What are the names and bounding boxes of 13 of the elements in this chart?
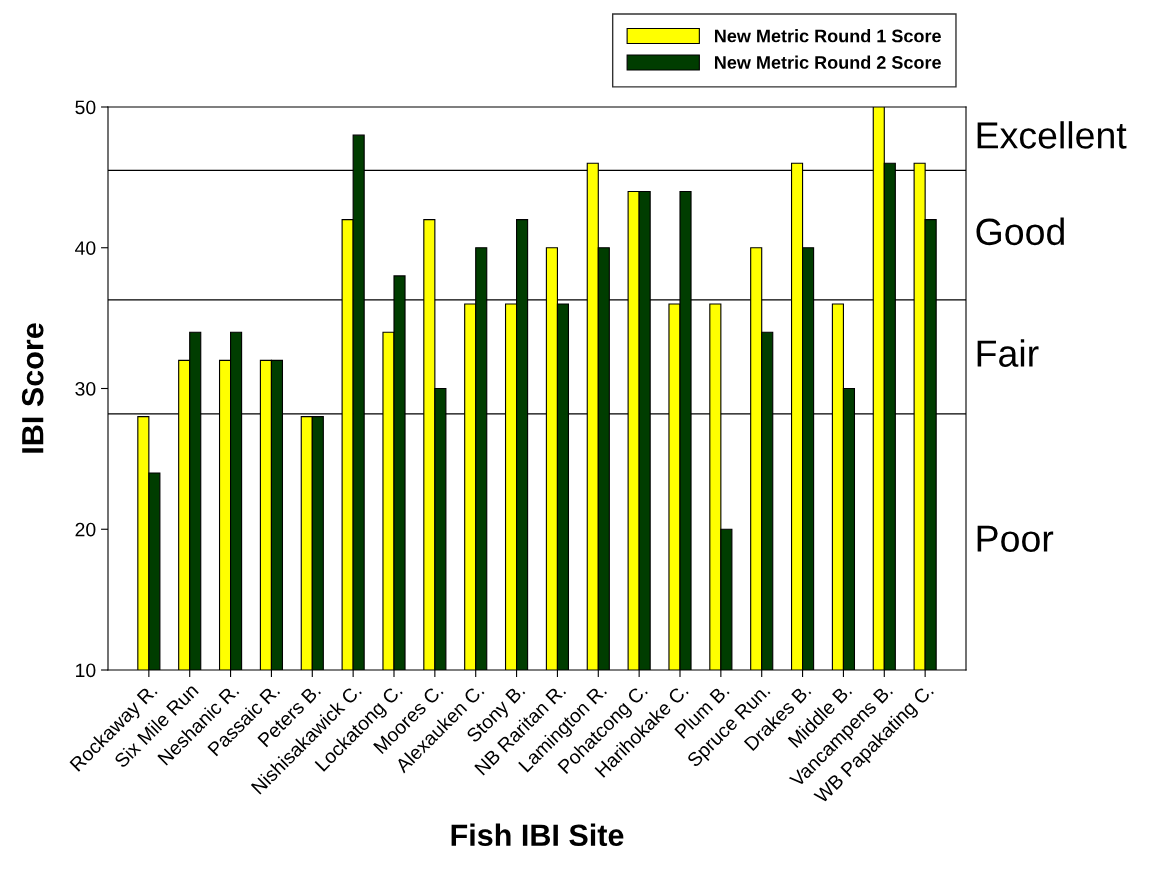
- legend-label: New Metric Round 1 Score: [715, 29, 941, 43]
- text: Good: [976, 217, 1064, 246]
- legend-label: New Metric Round 2 Score: [715, 55, 941, 69]
- x-axis-title: Fish IBI Site: [451, 823, 624, 847]
- y-tick-label: 50: [75, 100, 96, 115]
- y-tick-label: 30: [75, 381, 96, 396]
- y-tick-label: 20: [75, 522, 96, 537]
- y-axis-title: IBI Score: [21, 323, 44, 453]
- text: Fair: [977, 339, 1039, 367]
- text: Excellent: [977, 121, 1127, 149]
- y-tick-label: 10: [76, 663, 96, 678]
- y-tick-label: 40: [75, 241, 96, 255]
- text: Poor: [977, 525, 1054, 552]
